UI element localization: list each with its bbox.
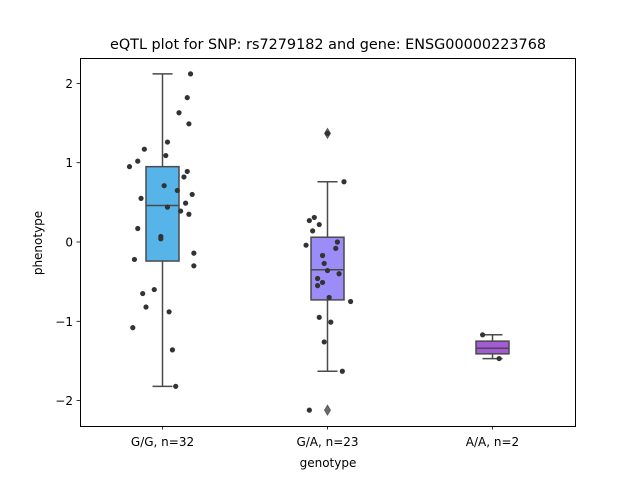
box-2	[475, 340, 510, 355]
x-tick-label-1: G/A, n=23	[296, 435, 358, 449]
data-point	[184, 95, 190, 101]
data-point	[161, 183, 167, 189]
data-point	[321, 339, 327, 345]
y-axis: −2 −1 0 1 2	[55, 77, 80, 408]
data-point	[189, 191, 195, 198]
chart-title: eQTL plot for SNP: rs7279182 and gene: E…	[110, 37, 546, 53]
data-point	[328, 319, 334, 325]
data-point	[181, 174, 187, 180]
data-point	[191, 263, 197, 269]
data-point	[303, 242, 309, 248]
points-layer	[126, 71, 502, 413]
data-point	[163, 152, 169, 159]
data-point	[306, 217, 312, 224]
box-0	[145, 165, 180, 262]
data-point	[169, 347, 175, 353]
y-tick-label-4: 2	[65, 77, 73, 91]
data-point	[138, 195, 144, 201]
data-point	[310, 228, 316, 234]
x-axis-label: genotype	[300, 456, 357, 470]
box-group-2	[475, 334, 510, 360]
data-point	[348, 298, 354, 305]
data-point	[316, 314, 322, 320]
data-point	[480, 332, 486, 338]
data-point	[319, 279, 326, 286]
x-axis: G/G, n=32 G/A, n=23 A/A, n=2	[131, 426, 519, 449]
box-group-1	[310, 127, 345, 416]
data-point	[315, 283, 321, 289]
data-point	[341, 179, 347, 185]
data-point	[321, 260, 327, 267]
data-point	[333, 245, 339, 251]
data-point	[319, 252, 326, 259]
data-point	[311, 214, 317, 221]
x-tick-label-0: G/G, n=32	[131, 435, 194, 449]
data-point	[184, 168, 190, 175]
data-point	[135, 225, 141, 232]
data-point	[141, 146, 147, 152]
box-group-0	[145, 73, 180, 388]
data-point	[174, 187, 180, 194]
data-point	[130, 325, 136, 331]
data-point	[324, 130, 331, 136]
data-point	[135, 158, 141, 164]
y-tick-label-3: 1	[65, 156, 73, 170]
data-point	[164, 204, 171, 210]
data-point	[178, 208, 184, 214]
data-point	[191, 250, 197, 256]
data-point	[131, 256, 138, 263]
axes-frame	[80, 58, 576, 427]
data-point	[336, 271, 342, 277]
data-point	[316, 221, 322, 228]
data-point	[187, 71, 194, 77]
data-point	[158, 236, 164, 242]
x-tick-label-2: A/A, n=2	[466, 435, 519, 449]
data-point	[183, 200, 189, 206]
boxes-layer	[145, 73, 510, 416]
data-point	[339, 368, 345, 374]
y-tick-label-2: 0	[65, 236, 73, 250]
data-point	[334, 239, 340, 245]
data-point	[176, 110, 182, 116]
data-point	[151, 286, 157, 293]
data-point	[306, 407, 312, 413]
y-tick-label-0: −2	[55, 394, 73, 408]
data-point	[186, 121, 192, 127]
data-point	[166, 309, 172, 315]
data-point	[126, 164, 133, 170]
data-point	[324, 267, 331, 274]
data-point	[496, 355, 502, 362]
data-point	[164, 139, 171, 145]
y-axis-label: phenotype	[31, 211, 45, 275]
data-point	[143, 304, 149, 310]
data-point	[326, 294, 332, 301]
data-point	[315, 275, 321, 282]
outlier-1-1	[324, 404, 331, 416]
data-point	[173, 383, 179, 389]
data-point	[140, 290, 146, 297]
data-point	[186, 211, 192, 217]
y-tick-label-1: −1	[55, 315, 73, 329]
